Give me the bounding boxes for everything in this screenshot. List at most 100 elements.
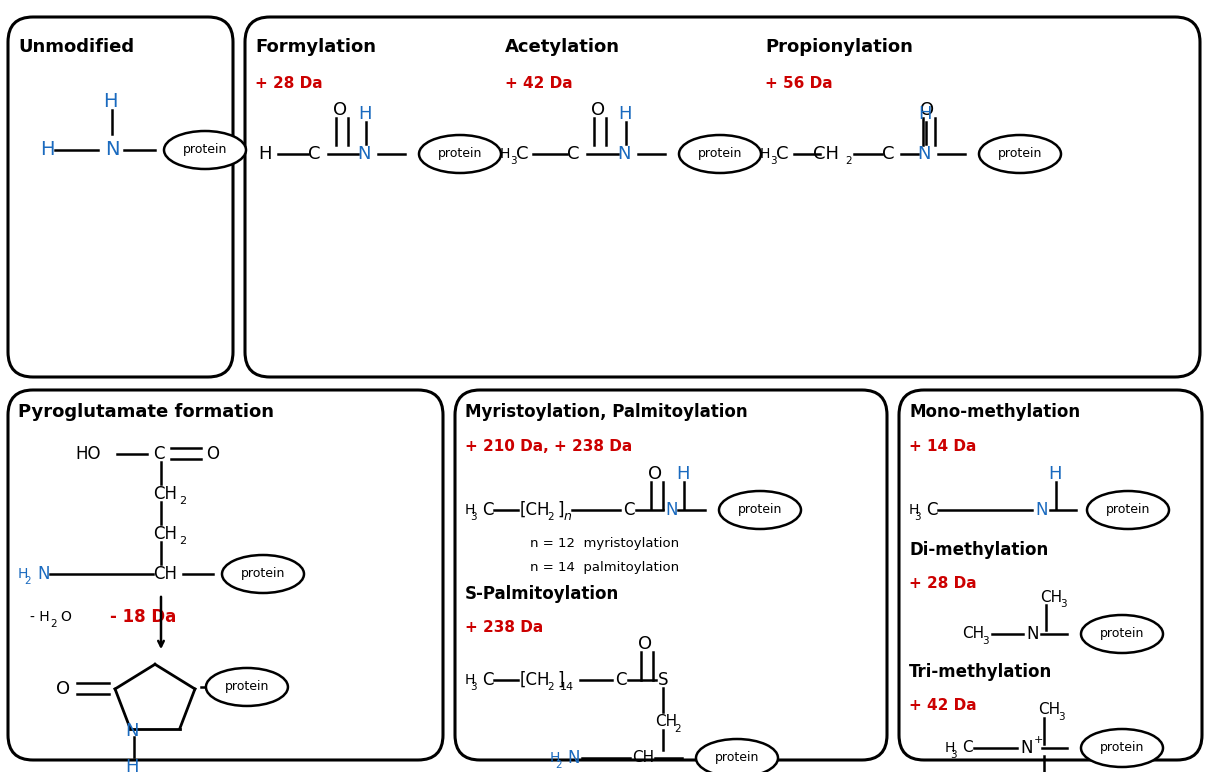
- Text: protein: protein: [714, 751, 759, 764]
- Text: [CH: [CH: [520, 501, 551, 519]
- Text: C: C: [776, 145, 788, 163]
- Text: N: N: [104, 141, 119, 160]
- Text: 3: 3: [470, 682, 476, 692]
- Text: ]: ]: [557, 671, 563, 689]
- Text: + 14 Da: + 14 Da: [909, 439, 976, 455]
- Text: C: C: [482, 671, 494, 689]
- Text: Propionylation: Propionylation: [765, 38, 913, 56]
- Text: O: O: [61, 610, 71, 624]
- Text: N: N: [665, 501, 677, 519]
- Text: Pyroglutamate formation: Pyroglutamate formation: [18, 403, 274, 421]
- Text: H: H: [759, 147, 770, 161]
- FancyBboxPatch shape: [8, 390, 443, 760]
- Text: H: H: [550, 751, 561, 765]
- Text: O: O: [920, 101, 934, 119]
- Text: + 56 Da: + 56 Da: [765, 76, 833, 92]
- Ellipse shape: [696, 739, 777, 772]
- Text: H: H: [1049, 465, 1062, 483]
- Text: 2: 2: [675, 724, 682, 734]
- Text: Tri-methylation: Tri-methylation: [909, 663, 1052, 681]
- Text: O: O: [638, 635, 652, 653]
- FancyBboxPatch shape: [455, 390, 886, 760]
- Text: - H: - H: [30, 610, 50, 624]
- Text: C: C: [154, 445, 165, 463]
- Text: C: C: [882, 145, 894, 163]
- Text: Unmodified: Unmodified: [18, 38, 134, 56]
- Text: protein: protein: [438, 147, 482, 161]
- Text: N: N: [1020, 739, 1033, 757]
- Ellipse shape: [1081, 615, 1163, 653]
- Text: CH: CH: [153, 525, 177, 543]
- Text: H: H: [18, 567, 28, 581]
- Text: + 210 Da, + 238 Da: + 210 Da, + 238 Da: [465, 439, 632, 455]
- Text: 3: 3: [913, 512, 920, 522]
- Text: 2: 2: [845, 156, 853, 166]
- Text: CH: CH: [1038, 703, 1060, 717]
- Text: N: N: [357, 145, 371, 163]
- Text: H: H: [500, 147, 510, 161]
- Text: protein: protein: [737, 503, 782, 516]
- Text: O: O: [648, 465, 662, 483]
- Ellipse shape: [419, 135, 501, 173]
- Text: 2: 2: [24, 576, 31, 586]
- Text: 2: 2: [547, 512, 555, 522]
- Text: C: C: [962, 740, 972, 756]
- Text: N: N: [618, 145, 631, 163]
- Text: 3: 3: [1060, 599, 1067, 609]
- Text: H: H: [909, 503, 919, 517]
- Text: C: C: [926, 501, 937, 519]
- Text: S: S: [658, 671, 668, 689]
- Text: C: C: [308, 145, 320, 163]
- Text: 14: 14: [559, 682, 574, 692]
- Text: Acetylation: Acetylation: [505, 38, 620, 56]
- Ellipse shape: [206, 668, 288, 706]
- Text: H: H: [358, 105, 372, 123]
- Text: 3: 3: [949, 750, 957, 760]
- Text: protein: protein: [241, 567, 285, 581]
- Text: N: N: [126, 722, 139, 740]
- Text: ]: ]: [557, 501, 563, 519]
- Text: 2: 2: [547, 682, 555, 692]
- Text: 3: 3: [470, 512, 476, 522]
- FancyBboxPatch shape: [8, 17, 233, 377]
- Ellipse shape: [1081, 729, 1163, 767]
- Text: Myristoylation, Palmitoylation: Myristoylation, Palmitoylation: [465, 403, 747, 421]
- Ellipse shape: [719, 491, 800, 529]
- Ellipse shape: [1087, 491, 1169, 529]
- Text: H: H: [465, 673, 476, 687]
- Text: N: N: [1035, 501, 1048, 519]
- Text: - 18 Da: - 18 Da: [110, 608, 177, 626]
- Text: CH: CH: [962, 627, 985, 642]
- Text: C: C: [615, 671, 626, 689]
- Ellipse shape: [679, 135, 761, 173]
- Text: [CH: [CH: [520, 671, 551, 689]
- Text: 3: 3: [982, 636, 988, 646]
- Text: N: N: [1026, 625, 1039, 643]
- Text: protein: protein: [183, 144, 228, 157]
- Text: N: N: [917, 145, 931, 163]
- Text: n: n: [563, 510, 570, 523]
- Text: 3: 3: [1057, 712, 1064, 722]
- Text: H: H: [126, 758, 139, 772]
- Text: CH: CH: [1040, 590, 1062, 604]
- Text: protein: protein: [225, 680, 269, 693]
- Text: O: O: [333, 101, 348, 119]
- FancyBboxPatch shape: [245, 17, 1200, 377]
- FancyBboxPatch shape: [899, 390, 1203, 760]
- Text: protein: protein: [698, 147, 742, 161]
- Text: 2: 2: [51, 619, 57, 629]
- Text: O: O: [591, 101, 606, 119]
- Ellipse shape: [978, 135, 1061, 173]
- Text: CH: CH: [632, 750, 654, 766]
- Text: 3: 3: [770, 156, 776, 166]
- Text: H: H: [465, 503, 476, 517]
- Text: n = 14  palmitoylation: n = 14 palmitoylation: [530, 560, 679, 574]
- Ellipse shape: [222, 555, 304, 593]
- Text: 2: 2: [179, 496, 186, 506]
- Text: CH: CH: [153, 485, 177, 503]
- Text: 2: 2: [556, 760, 562, 770]
- Text: +: +: [1033, 735, 1043, 745]
- Text: H: H: [676, 465, 690, 483]
- Text: protein: protein: [1106, 503, 1150, 516]
- Text: H: H: [258, 145, 271, 163]
